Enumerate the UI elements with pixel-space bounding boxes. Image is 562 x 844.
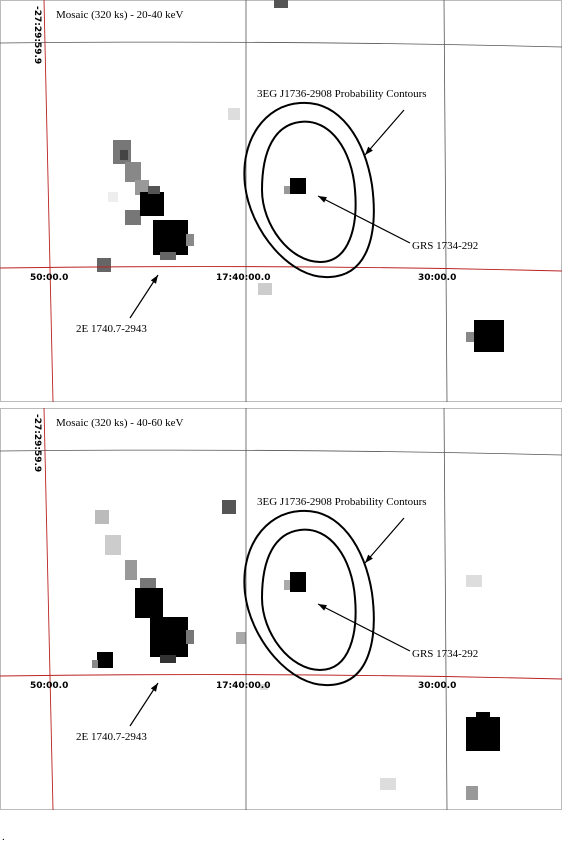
arrow-head xyxy=(365,554,373,563)
grid-line xyxy=(43,407,54,811)
panel-title: Mosaic (320 ks) - 40-60 keV xyxy=(56,417,183,429)
pixel xyxy=(97,258,111,272)
pixel xyxy=(274,0,288,8)
pixel xyxy=(108,192,118,202)
contour xyxy=(260,120,357,264)
arrow-head xyxy=(150,683,158,692)
arrow xyxy=(317,195,411,244)
pixel xyxy=(135,180,149,195)
pixel xyxy=(150,617,188,657)
pixel xyxy=(466,575,482,587)
grid-line xyxy=(0,449,562,456)
pixel xyxy=(153,220,188,255)
pixel xyxy=(474,320,504,352)
arrow xyxy=(317,603,411,652)
grid-line xyxy=(0,266,562,272)
dec-label: -27:29:59.9 xyxy=(32,414,42,472)
pixel xyxy=(95,510,109,524)
ra-label: 17:40:00.0 xyxy=(216,681,270,691)
grid-line xyxy=(43,0,54,403)
grid-line xyxy=(0,674,562,680)
pixel xyxy=(92,660,98,668)
annotation: 3EG J1736-2908 Probability Contours xyxy=(257,88,427,100)
pixel xyxy=(125,162,141,182)
pixel xyxy=(105,535,121,555)
ra-label: 30:00.0 xyxy=(418,681,456,691)
grid-line xyxy=(443,407,448,811)
contour xyxy=(243,101,375,279)
pixel xyxy=(228,108,240,120)
ra-label: 30:00.0 xyxy=(418,273,456,283)
pixel xyxy=(260,684,268,690)
arrow-head xyxy=(318,196,327,203)
pixel xyxy=(380,778,396,790)
pixel xyxy=(125,560,137,580)
pixel xyxy=(135,588,163,618)
grid-line xyxy=(0,41,562,48)
pixel xyxy=(148,186,160,194)
annotation: 3EG J1736-2908 Probability Contours xyxy=(257,496,427,508)
pixel xyxy=(466,786,478,800)
pixel xyxy=(140,192,164,216)
annotation: GRS 1734-292 xyxy=(412,648,478,660)
arrow xyxy=(364,517,405,564)
pixel xyxy=(186,234,194,246)
pixel xyxy=(476,712,490,718)
pixel xyxy=(140,578,156,590)
pixel xyxy=(222,500,236,514)
pixel xyxy=(258,283,272,295)
footer: . xyxy=(2,831,5,843)
pixel xyxy=(466,332,474,342)
annotation: 2E 1740.7-2943 xyxy=(76,731,147,743)
pixel xyxy=(160,252,176,260)
panel: Mosaic (320 ks) - 20-40 keV -27:29:59.9 50… xyxy=(0,0,562,403)
pixel xyxy=(125,210,141,225)
arrow-head xyxy=(150,275,158,284)
arrow-head xyxy=(318,604,327,611)
pixel xyxy=(120,150,128,160)
panel-title: Mosaic (320 ks) - 20-40 keV xyxy=(56,9,183,21)
ra-label: 50:00.0 xyxy=(30,273,68,283)
pixel xyxy=(97,652,113,668)
dec-label: -27:29:59.9 xyxy=(32,6,42,64)
pixel xyxy=(160,655,176,663)
pixel xyxy=(290,178,306,194)
pixel xyxy=(186,630,194,644)
pixel xyxy=(466,717,500,751)
annotation: 2E 1740.7-2943 xyxy=(76,323,147,335)
pixel xyxy=(284,580,290,590)
contour xyxy=(260,528,357,672)
arrow xyxy=(129,682,159,727)
arrow xyxy=(129,274,159,319)
ra-label: 17:40:00.0 xyxy=(216,273,270,283)
annotation: GRS 1734-292 xyxy=(412,240,478,252)
panel: Mosaic (320 ks) - 40-60 keV -27:29:59.9 50… xyxy=(0,407,562,811)
arrow xyxy=(364,109,405,156)
pixel xyxy=(236,632,246,644)
grid-line xyxy=(443,0,448,403)
pixel xyxy=(290,572,306,592)
arrow-head xyxy=(365,146,373,155)
contour xyxy=(243,509,375,687)
ra-label: 50:00.0 xyxy=(30,681,68,691)
pixel xyxy=(284,186,290,194)
